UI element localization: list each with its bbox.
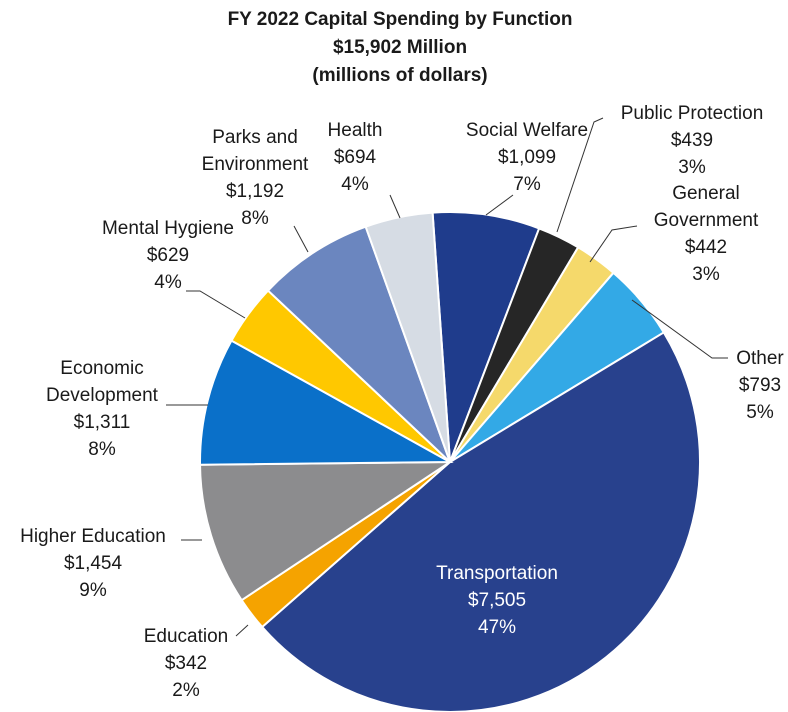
- percent-label: 47%: [477, 617, 517, 638]
- value-label: $793: [738, 375, 782, 396]
- category-label: Higher Education: [20, 526, 166, 547]
- category-label: Parks and Environment: [201, 127, 309, 175]
- slice-label: Public Protection $439 3%: [607, 100, 777, 181]
- slice-label: Other $793 5%: [730, 345, 788, 426]
- slice-label: Health $694 4%: [315, 117, 395, 198]
- percent-label: 7%: [513, 174, 541, 195]
- value-label: $1,099: [497, 147, 557, 168]
- leader-line: [293, 225, 309, 253]
- percent-label: 3%: [692, 264, 720, 285]
- leader-line: [235, 624, 249, 637]
- pie-slice: [260, 331, 701, 712]
- value-label: $7,505: [467, 590, 527, 611]
- category-label: Other: [736, 348, 784, 369]
- category-label: General Government: [653, 183, 759, 231]
- percent-label: 5%: [746, 402, 774, 423]
- percent-label: 4%: [154, 272, 182, 293]
- percent-label: 4%: [341, 174, 369, 195]
- pie-slice: [199, 460, 454, 602]
- percent-label: 8%: [241, 208, 269, 229]
- slice-label: Mental Hygiene $629 4%: [88, 215, 248, 296]
- category-label: Social Welfare: [465, 120, 589, 141]
- value-label: $629: [146, 245, 190, 266]
- category-label: Mental Hygiene: [101, 218, 235, 239]
- leader-line: [485, 194, 514, 216]
- slice-label: General Government $442 3%: [641, 180, 771, 288]
- percent-label: 2%: [172, 680, 200, 701]
- slice-label: Parks and Environment $1,192 8%: [193, 124, 318, 232]
- chart-title: FY 2022 Capital Spending by Function: [227, 9, 573, 30]
- slice-label: Higher Education $1,454 9%: [3, 523, 183, 604]
- value-label: $442: [684, 237, 728, 258]
- pie-slice: [266, 225, 451, 463]
- category-label: Economic Development: [46, 358, 158, 406]
- leader-line: [589, 225, 638, 263]
- value-label: $1,454: [63, 553, 123, 574]
- leader-line: [186, 290, 246, 319]
- category-label: Education: [143, 626, 229, 647]
- category-label: Health: [327, 120, 383, 141]
- leader-line: [389, 194, 401, 219]
- value-label: $342: [164, 653, 208, 674]
- pie-slice: [199, 339, 454, 466]
- leader-line: [631, 299, 728, 359]
- leader-line: [556, 117, 604, 233]
- pie-slice: [364, 211, 451, 463]
- value-label: $694: [333, 147, 377, 168]
- percent-label: 8%: [88, 439, 116, 460]
- slice-label: Education $342 2%: [131, 623, 241, 704]
- slice-label: Social Welfare $1,099 7%: [452, 117, 602, 198]
- chart-subtitle: $15,902 Million: [332, 37, 468, 58]
- percent-label: 3%: [678, 157, 706, 178]
- percent-label: 9%: [79, 580, 107, 601]
- value-label: $439: [670, 130, 714, 151]
- value-label: $1,311: [73, 412, 131, 433]
- value-label: $1,192: [225, 181, 285, 202]
- slice-label: Economic Development $1,311 8%: [27, 355, 177, 463]
- slice-label: Transportation $7,505 47%: [397, 560, 597, 641]
- chart-subtitle: (millions of dollars): [312, 65, 488, 86]
- category-label: Transportation: [436, 563, 558, 584]
- category-label: Public Protection: [620, 103, 764, 124]
